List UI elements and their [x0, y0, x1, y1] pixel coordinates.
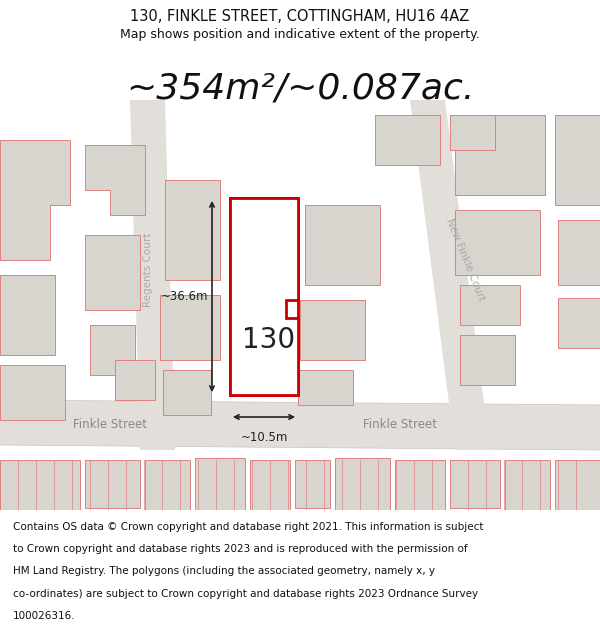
Bar — [505, 460, 550, 510]
Polygon shape — [0, 400, 600, 450]
Bar — [455, 115, 545, 195]
Bar — [395, 460, 445, 510]
Bar — [305, 205, 380, 285]
Text: New Finkle Court: New Finkle Court — [444, 217, 486, 302]
Bar — [115, 360, 155, 400]
Text: Finkle Street: Finkle Street — [363, 419, 437, 431]
Bar — [555, 115, 600, 205]
Text: Contains OS data © Crown copyright and database right 2021. This information is : Contains OS data © Crown copyright and d… — [13, 521, 484, 531]
Bar — [230, 198, 298, 395]
Bar — [0, 460, 80, 510]
Text: HM Land Registry. The polygons (including the associated geometry, namely x, y: HM Land Registry. The polygons (includin… — [13, 566, 435, 576]
Text: to Crown copyright and database rights 2023 and is reproduced with the permissio: to Crown copyright and database rights 2… — [13, 544, 468, 554]
Bar — [85, 460, 140, 508]
Text: Regents Court: Regents Court — [143, 232, 153, 307]
Bar — [165, 180, 220, 280]
Bar — [145, 460, 190, 510]
Text: ~354m²/~0.087ac.: ~354m²/~0.087ac. — [126, 71, 474, 105]
Bar — [163, 370, 211, 415]
Bar — [558, 220, 600, 285]
Bar — [555, 460, 600, 510]
Text: 130, FINKLE STREET, COTTINGHAM, HU16 4AZ: 130, FINKLE STREET, COTTINGHAM, HU16 4AZ — [130, 9, 470, 24]
Text: Map shows position and indicative extent of the property.: Map shows position and indicative extent… — [120, 28, 480, 41]
Bar — [558, 298, 600, 348]
Bar — [455, 210, 540, 275]
Bar — [300, 300, 365, 360]
Polygon shape — [230, 198, 298, 395]
Text: ~10.5m: ~10.5m — [241, 431, 287, 444]
Bar — [460, 335, 515, 385]
Bar — [0, 365, 65, 420]
Text: 130: 130 — [242, 326, 296, 354]
Text: ~36.6m: ~36.6m — [161, 290, 208, 303]
Text: co-ordinates) are subject to Crown copyright and database rights 2023 Ordnance S: co-ordinates) are subject to Crown copyr… — [13, 589, 478, 599]
Bar — [298, 370, 353, 405]
Bar — [85, 235, 140, 310]
Polygon shape — [410, 100, 490, 450]
Bar — [0, 275, 55, 355]
Text: 100026316.: 100026316. — [13, 611, 76, 621]
Bar — [450, 460, 500, 508]
Bar — [90, 325, 135, 375]
Bar — [335, 458, 390, 510]
Bar — [160, 295, 220, 360]
Bar — [375, 115, 440, 165]
Polygon shape — [0, 140, 70, 260]
Text: Finkle Street: Finkle Street — [73, 419, 147, 431]
Bar — [460, 285, 520, 325]
Bar — [195, 458, 245, 510]
Polygon shape — [85, 145, 145, 215]
Bar — [295, 460, 330, 508]
Polygon shape — [130, 100, 175, 450]
Bar — [450, 115, 495, 150]
Bar — [250, 460, 290, 510]
